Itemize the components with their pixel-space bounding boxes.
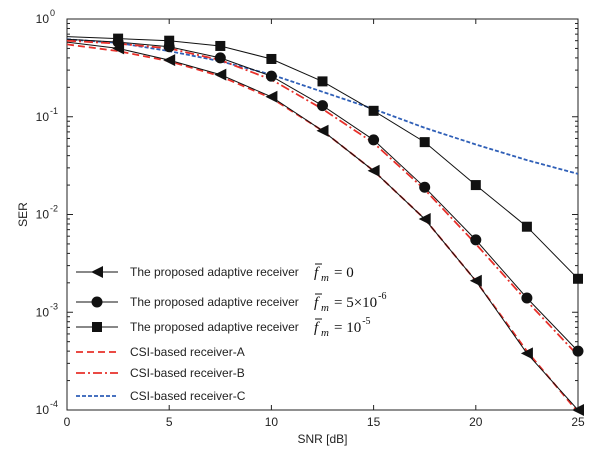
y-tick-base: 10 [36,403,50,417]
data-point-1 [214,52,226,64]
data-point-1 [317,100,328,112]
data-point-1 [265,70,277,82]
legend-math-f-2: f [314,320,320,336]
markers-layer [112,33,584,416]
legend-math-f-1: f [314,295,320,311]
y-axis-title: SER [16,202,30,227]
legend-math-rhs-0: = 0 [334,265,354,281]
y-tick-base: 10 [36,110,50,124]
data-point-2 [573,273,583,284]
y-tick-base: 10 [36,305,50,319]
y-tick-exponent: 0 [50,8,55,18]
legend-math-sup-2: -5 [362,316,370,327]
data-point-1 [521,292,533,304]
x-tick-label: 0 [64,415,71,429]
x-axis-title: SNR [dB] [297,432,347,446]
data-point-1 [572,345,584,357]
data-point-0 [469,274,482,287]
y-tick-label: 10 -4 [36,399,58,417]
data-point-2 [164,35,175,46]
x-tick-label: 10 [265,415,279,429]
x-tick-label: 15 [367,415,381,429]
y-tick-base: 10 [36,12,50,26]
data-point-2 [113,33,124,44]
series-line-2 [67,36,578,280]
legend-math-sup-1: -6 [378,291,386,302]
x-tick-label: 20 [469,415,483,429]
data-point-1 [368,134,380,146]
data-point-2 [215,40,226,51]
x-tick-label: 5 [166,415,173,429]
data-point-0 [316,124,329,137]
data-point-0 [572,404,584,416]
y-tick-exponent: -4 [50,399,58,409]
data-point-2 [470,180,481,191]
data-point-2 [419,137,430,148]
legend-math-f-0: f [314,265,320,281]
data-point-0 [520,347,533,360]
y-tick-label: 10 0 [36,8,55,26]
data-point-0 [265,90,278,103]
data-point-0 [367,164,380,177]
legend-label-2: The proposed adaptive receiver [130,320,299,334]
data-point-0 [418,212,431,225]
y-tick-exponent: -2 [50,204,58,214]
legend-label-1: The proposed adaptive receiver [130,295,299,309]
data-point-0 [163,54,176,67]
y-tick-exponent: -3 [50,301,58,311]
data-point-1 [470,234,482,246]
y-tick-base: 10 [36,208,50,222]
legend-marker-1 [91,296,103,308]
data-point-2 [317,76,328,87]
y-tick-label: 10 -1 [36,106,58,124]
x-tick-label: 25 [571,415,585,429]
legend-label-5: CSI-based receiver-C [130,389,246,403]
data-point-0 [214,68,227,81]
legend-marker-0 [91,266,103,278]
legend-math-rhs-2: = 10 [334,320,361,336]
legend-math-sub-1: m [321,302,329,314]
y-tick-label: 10 -3 [36,301,58,319]
data-point-2 [368,105,379,116]
data-point-2 [521,221,532,232]
y-tick-exponent: -1 [50,106,58,116]
y-tick-label: 10 -2 [36,204,58,222]
legend-math-rhs-1: = 5×10 [334,295,377,311]
series-line-5 [67,38,578,175]
legend-label-0: The proposed adaptive receiver [130,265,299,279]
legend-math-sub-0: m [321,272,329,284]
data-point-2 [266,53,277,64]
data-point-1 [419,181,431,193]
legend-math-sub-2: m [321,327,329,339]
legend-marker-2 [92,322,102,332]
legend-label-4: CSI-based receiver-B [130,366,245,380]
legend-label-3: CSI-based receiver-A [130,345,245,359]
